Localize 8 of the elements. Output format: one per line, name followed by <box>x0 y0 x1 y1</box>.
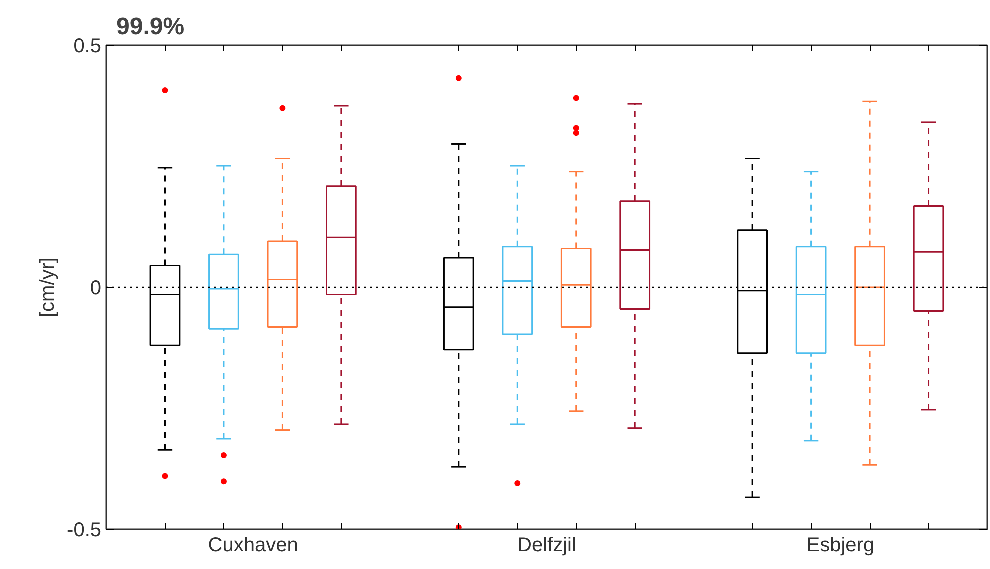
y-axis-title: [cm/yr] <box>37 257 60 318</box>
y-tick-label: -0.5 <box>67 520 102 542</box>
y-tick-label: 0 <box>90 278 102 300</box>
chart-title: 99.9% <box>116 14 185 40</box>
x-tick-label: Cuxhaven <box>208 534 298 556</box>
x-tick-label: Delfzjil <box>518 534 576 556</box>
x-tick-label: Esbjerg <box>806 534 875 556</box>
y-tick-label: 0.5 <box>74 36 102 58</box>
